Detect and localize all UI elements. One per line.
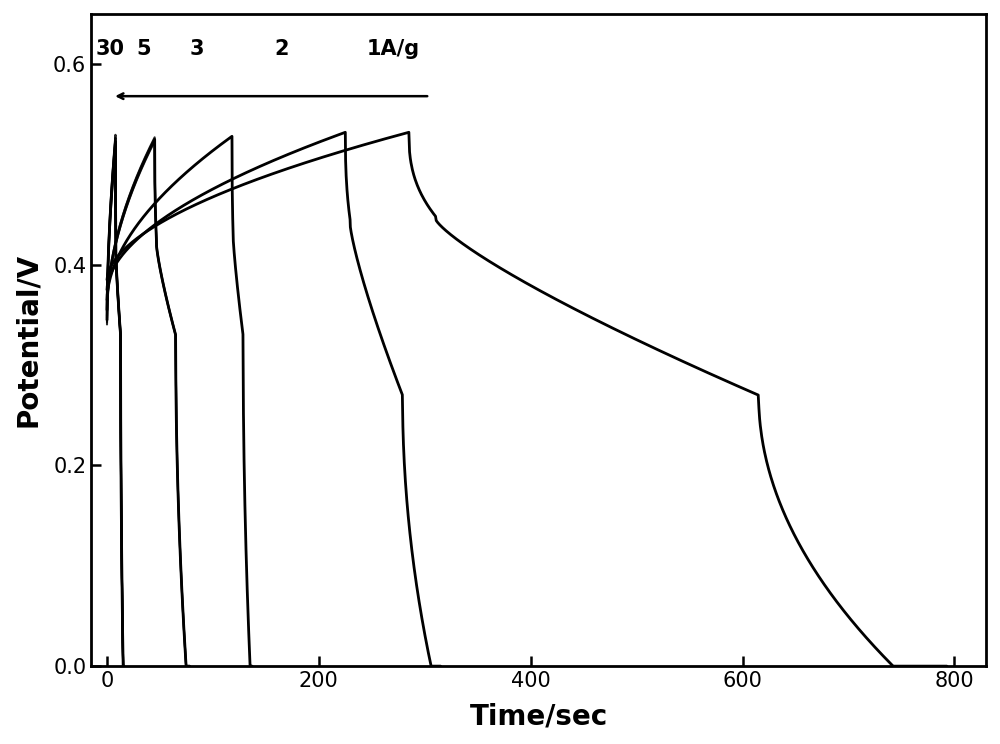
Text: 5: 5 bbox=[137, 39, 151, 59]
Text: 1A/g: 1A/g bbox=[366, 39, 420, 59]
Text: 2: 2 bbox=[275, 39, 289, 59]
Text: 3: 3 bbox=[190, 39, 204, 59]
Text: 30: 30 bbox=[96, 39, 125, 59]
Y-axis label: Potential/V: Potential/V bbox=[14, 253, 42, 427]
X-axis label: Time/sec: Time/sec bbox=[469, 702, 608, 730]
